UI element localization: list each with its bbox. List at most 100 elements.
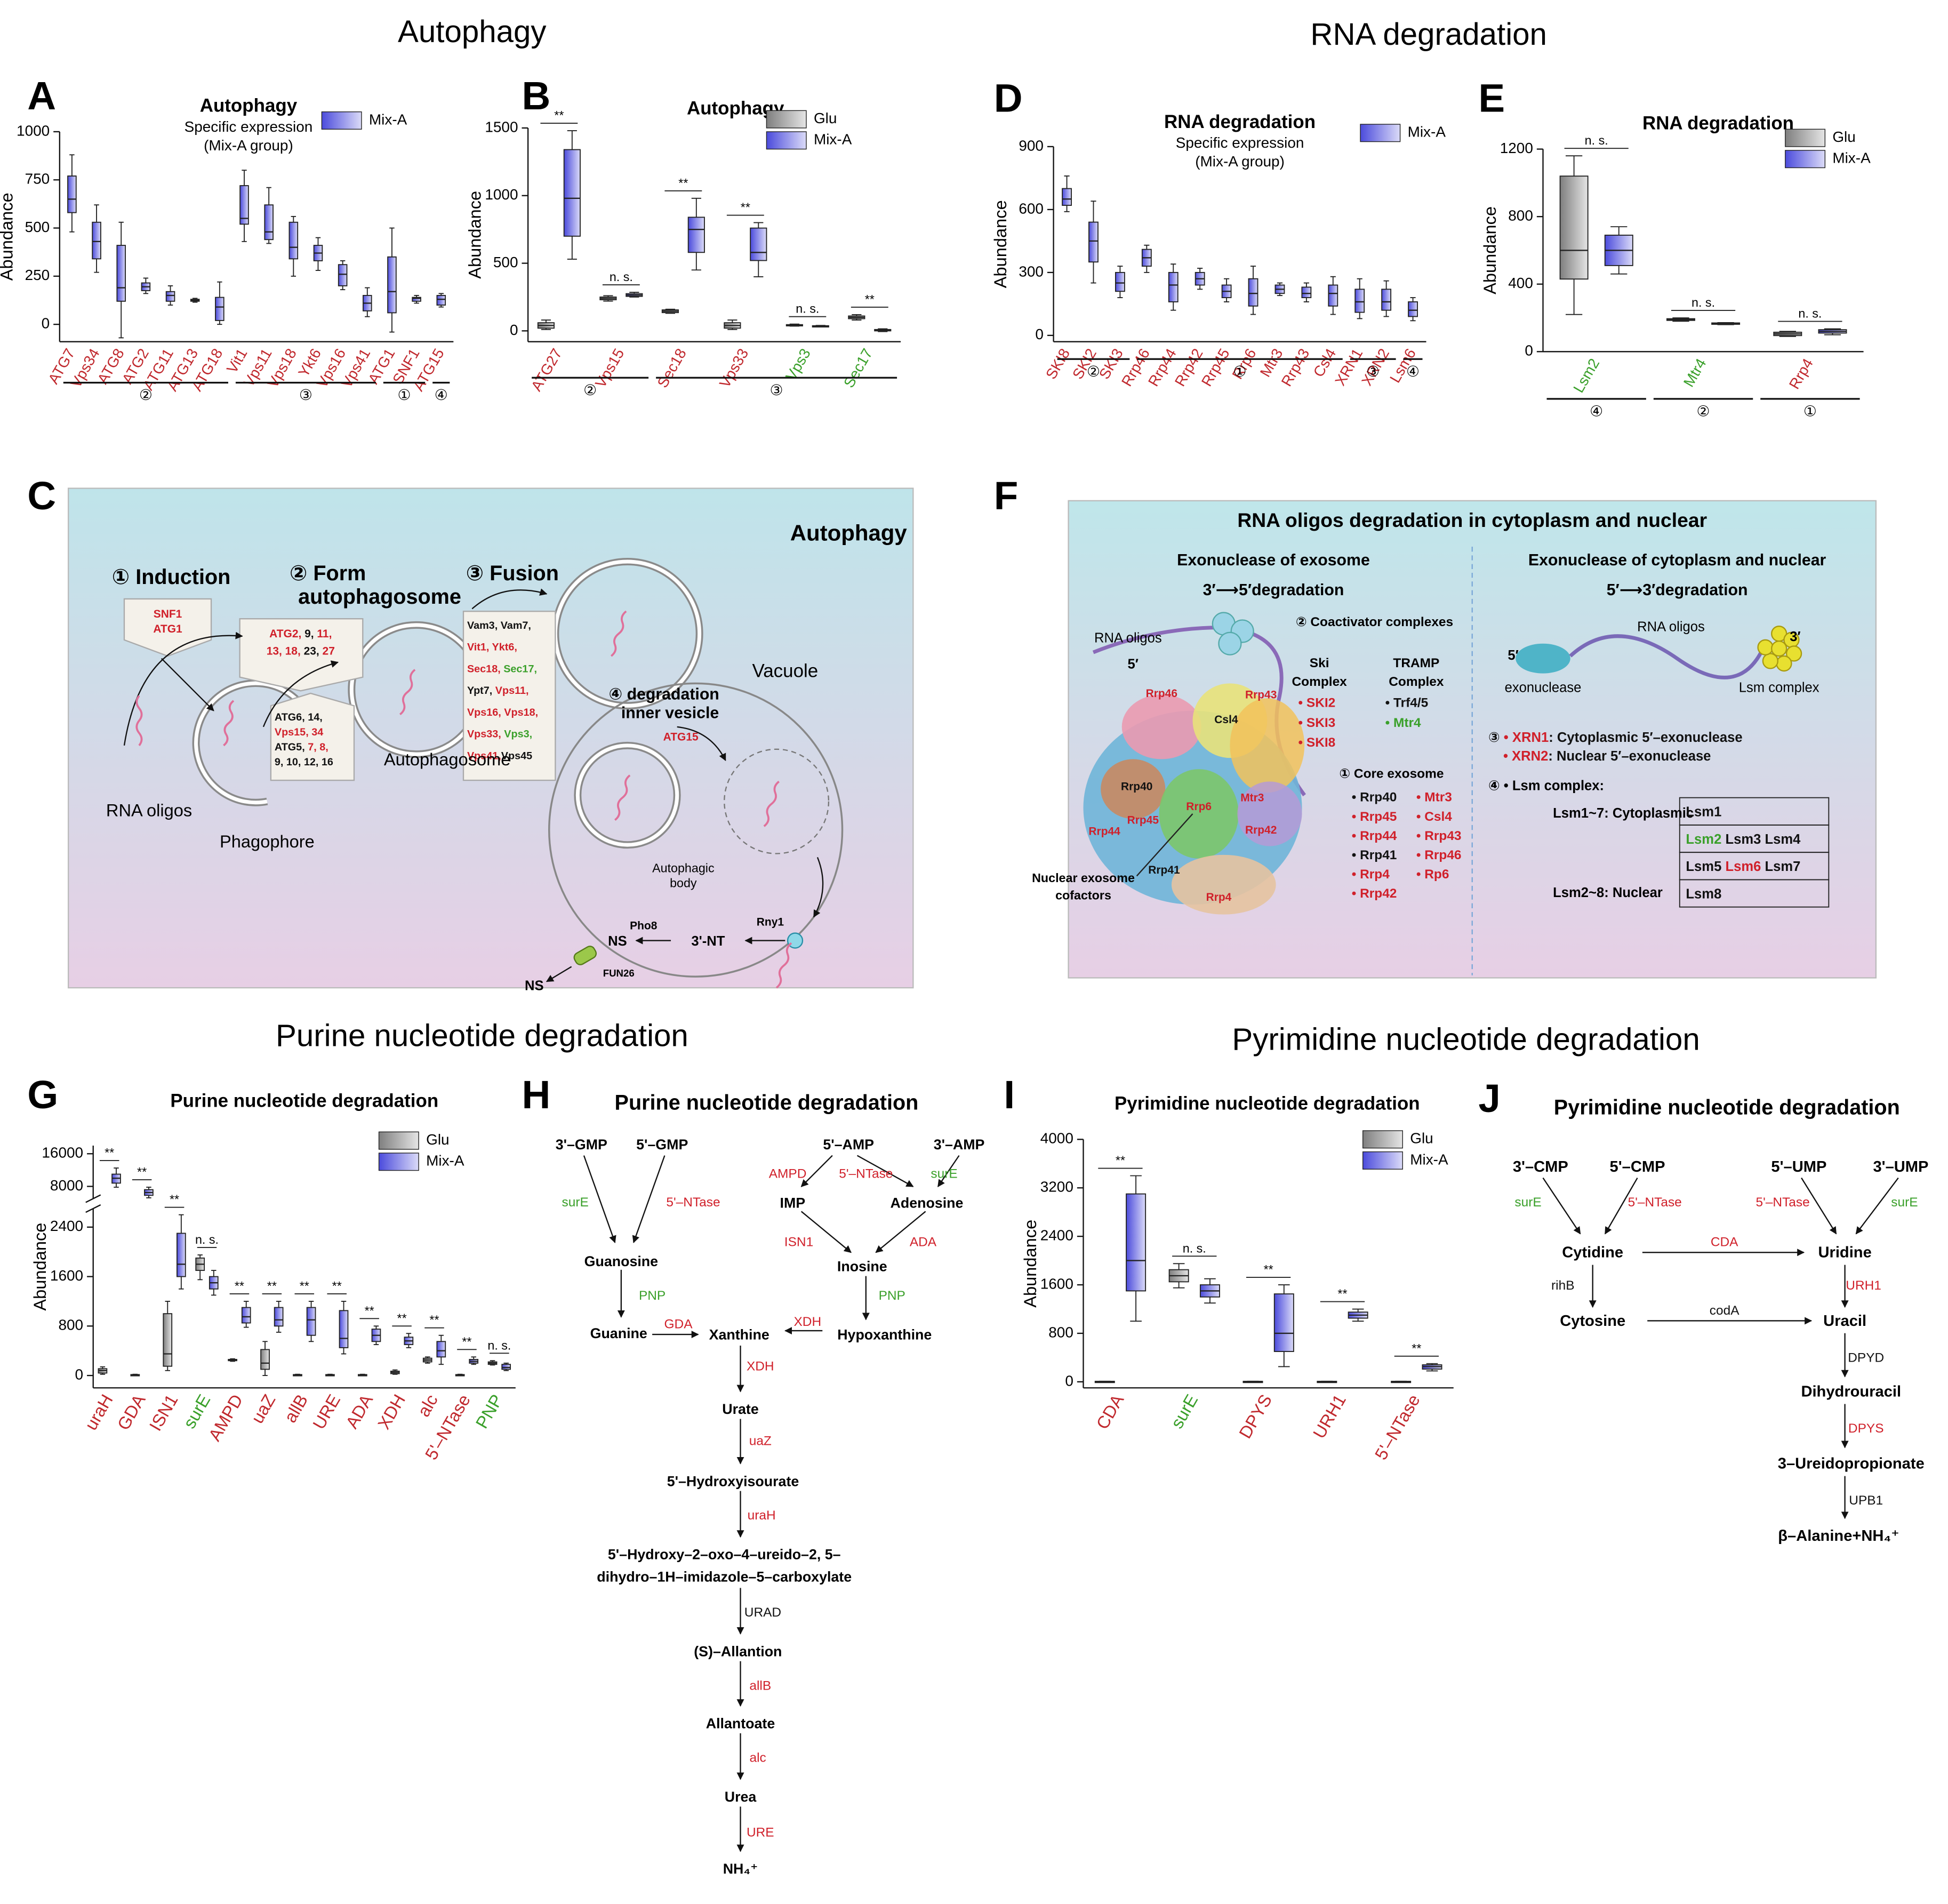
x-tick-label: ADA — [342, 1391, 377, 1432]
panel-c-diagram-path — [775, 942, 792, 989]
panel-f-diagram — [1068, 500, 1877, 979]
y-axis-label: Abundance — [0, 193, 16, 281]
diagram-text: Uracil — [1823, 1313, 1866, 1330]
diagram-text: Rrp40 — [1121, 781, 1152, 793]
diagram-text: ④ degradation — [609, 686, 719, 703]
legend-swatch — [766, 110, 807, 129]
diagram-text: IMP — [780, 1195, 806, 1211]
diagram-text: inner vesicle — [621, 705, 719, 722]
section-title: RNA degradation — [1310, 17, 1547, 52]
panel-h-arrows-path — [856, 1155, 914, 1187]
x-tick-label: 5'–NTase — [1370, 1391, 1424, 1463]
significance-label: ** — [397, 1311, 407, 1325]
significance-label: ** — [1264, 1262, 1273, 1276]
panel-c-diagram-path — [161, 658, 214, 711]
panel-f-diagram-path — [1569, 634, 1766, 679]
diagram-text: surE — [1514, 1195, 1541, 1210]
box-chart: 0 800 1600 2400 8000 16000 Abundance Purine nuc… — [30, 1091, 516, 1463]
diagram-text: • SKI3 — [1298, 716, 1336, 730]
legend-label: Mix-A — [1832, 150, 1871, 166]
group-label: ① — [398, 387, 411, 403]
diagram-text: FUN26 — [603, 967, 635, 979]
box — [288, 221, 299, 260]
panel-f-diagram-g-circle — [1776, 655, 1792, 672]
group-label: ④ — [435, 387, 448, 403]
box-chart: 0 300 600 900 Abundance RNA degradation Specif… — [990, 111, 1446, 389]
chart-subtitle: (Mix-A group) — [1195, 153, 1285, 170]
diagram-text: TRAMP — [1393, 656, 1439, 670]
diagram-text: Urea — [725, 1789, 757, 1805]
diagram-text: 3′⟶5′degradation — [1203, 581, 1344, 599]
text-run: Lsm8 — [1686, 886, 1721, 901]
x-tick-label: allB — [280, 1391, 311, 1426]
x-tick-label: SKI8 — [1043, 346, 1073, 382]
diagram-text: Rny1 — [757, 916, 784, 929]
section-title: Purine nucleotide degradation — [276, 1019, 688, 1053]
diagram-text: codA — [1710, 1303, 1739, 1318]
box-chart: 0 250 500 750 1000 Abundance Autophagy Specific… — [0, 95, 454, 403]
text-run: Vam3, Vam7, — [467, 620, 531, 631]
panel-h-arrows-path — [937, 1155, 960, 1187]
text-run: • XRN1 — [1500, 730, 1549, 745]
y-tick-label: 400 — [1508, 275, 1533, 291]
diagram-text: Rrp6 — [1186, 801, 1212, 813]
diagram-text: exonuclease — [1505, 681, 1582, 695]
y-tick-label: 1500 — [485, 118, 518, 135]
chart-subtitle: (Mix-A group) — [204, 137, 293, 154]
text-run: 9, — [301, 628, 314, 640]
y-tick-label: 250 — [25, 267, 50, 283]
legend-label: Mix-A — [426, 1153, 464, 1169]
box — [436, 295, 446, 306]
text-run: 18, — [282, 645, 301, 658]
legend-swatch — [1785, 150, 1826, 169]
x-tick-label: Vps33 — [716, 346, 751, 390]
text-run: Lsm7 — [1761, 859, 1800, 874]
panel-c-diagram-path — [546, 966, 572, 982]
diagram-text: PNP — [639, 1289, 666, 1303]
diagram-text: ② Coactivator complexes — [1296, 615, 1453, 629]
panel-c-diagram-path — [135, 695, 143, 746]
diagram-text: Ypt7, Vps11, — [467, 685, 529, 697]
x-tick-label: Mtr4 — [1680, 356, 1710, 390]
diagram-text: Ski — [1310, 656, 1329, 670]
text-run: Lsm2 — [1686, 832, 1721, 847]
chart-title: Autophagy — [200, 95, 298, 116]
chart-title: Pyrimidine nucleotide degradation — [1115, 1093, 1420, 1114]
diagram-text: RNA oligos — [1094, 630, 1162, 645]
panel-label: A — [27, 74, 56, 118]
panel-j-arrows-path — [1604, 1177, 1638, 1235]
significance-label: ** — [462, 1334, 471, 1348]
diagram-text: XDH — [793, 1315, 821, 1329]
significance-label: n. s. — [487, 1338, 511, 1352]
diagram-text: Purine nucleotide degradation — [615, 1091, 919, 1114]
panel-f-diagram-ellipse — [1171, 854, 1276, 915]
diagram-text: body — [670, 876, 697, 890]
y-tick-label: 2400 — [50, 1218, 83, 1234]
diagram-text: ① Core exosome — [1339, 766, 1444, 781]
panel-label: B — [522, 74, 550, 118]
text-run: Lsm3 Lsm4 — [1721, 832, 1801, 847]
diagram-text: 5'–AMP — [823, 1137, 874, 1153]
diagram-text: NS — [525, 979, 544, 994]
panel-c-diagram-circle — [575, 743, 679, 847]
diagram-text: • Rrp41 — [1352, 848, 1397, 862]
diagram-text: Vacuole — [752, 661, 819, 682]
group-label: ② — [1697, 403, 1710, 419]
y-axis-label: Abundance — [1480, 206, 1500, 294]
diagram-text: alc — [749, 1750, 766, 1765]
y-tick-label: 0 — [1035, 326, 1044, 342]
chart-title: RNA degradation — [1164, 111, 1316, 132]
y-tick-label: 300 — [1019, 263, 1044, 279]
box — [412, 297, 421, 302]
diagram-text: Rrp44 — [1088, 826, 1120, 838]
diagram-text: Lsm2~8: Nuclear — [1553, 885, 1663, 900]
text-run: Vps3, — [501, 729, 532, 740]
significance-label: n. s. — [796, 302, 819, 316]
diagram-text: uaZ — [749, 1434, 772, 1448]
significance-label: ** — [678, 176, 688, 190]
panel-h-arrows — [583, 1155, 960, 1852]
box — [1381, 289, 1392, 311]
legend-swatch — [321, 111, 362, 130]
diagram-text: Exonuclease of cytoplasm and nuclear — [1528, 551, 1826, 569]
